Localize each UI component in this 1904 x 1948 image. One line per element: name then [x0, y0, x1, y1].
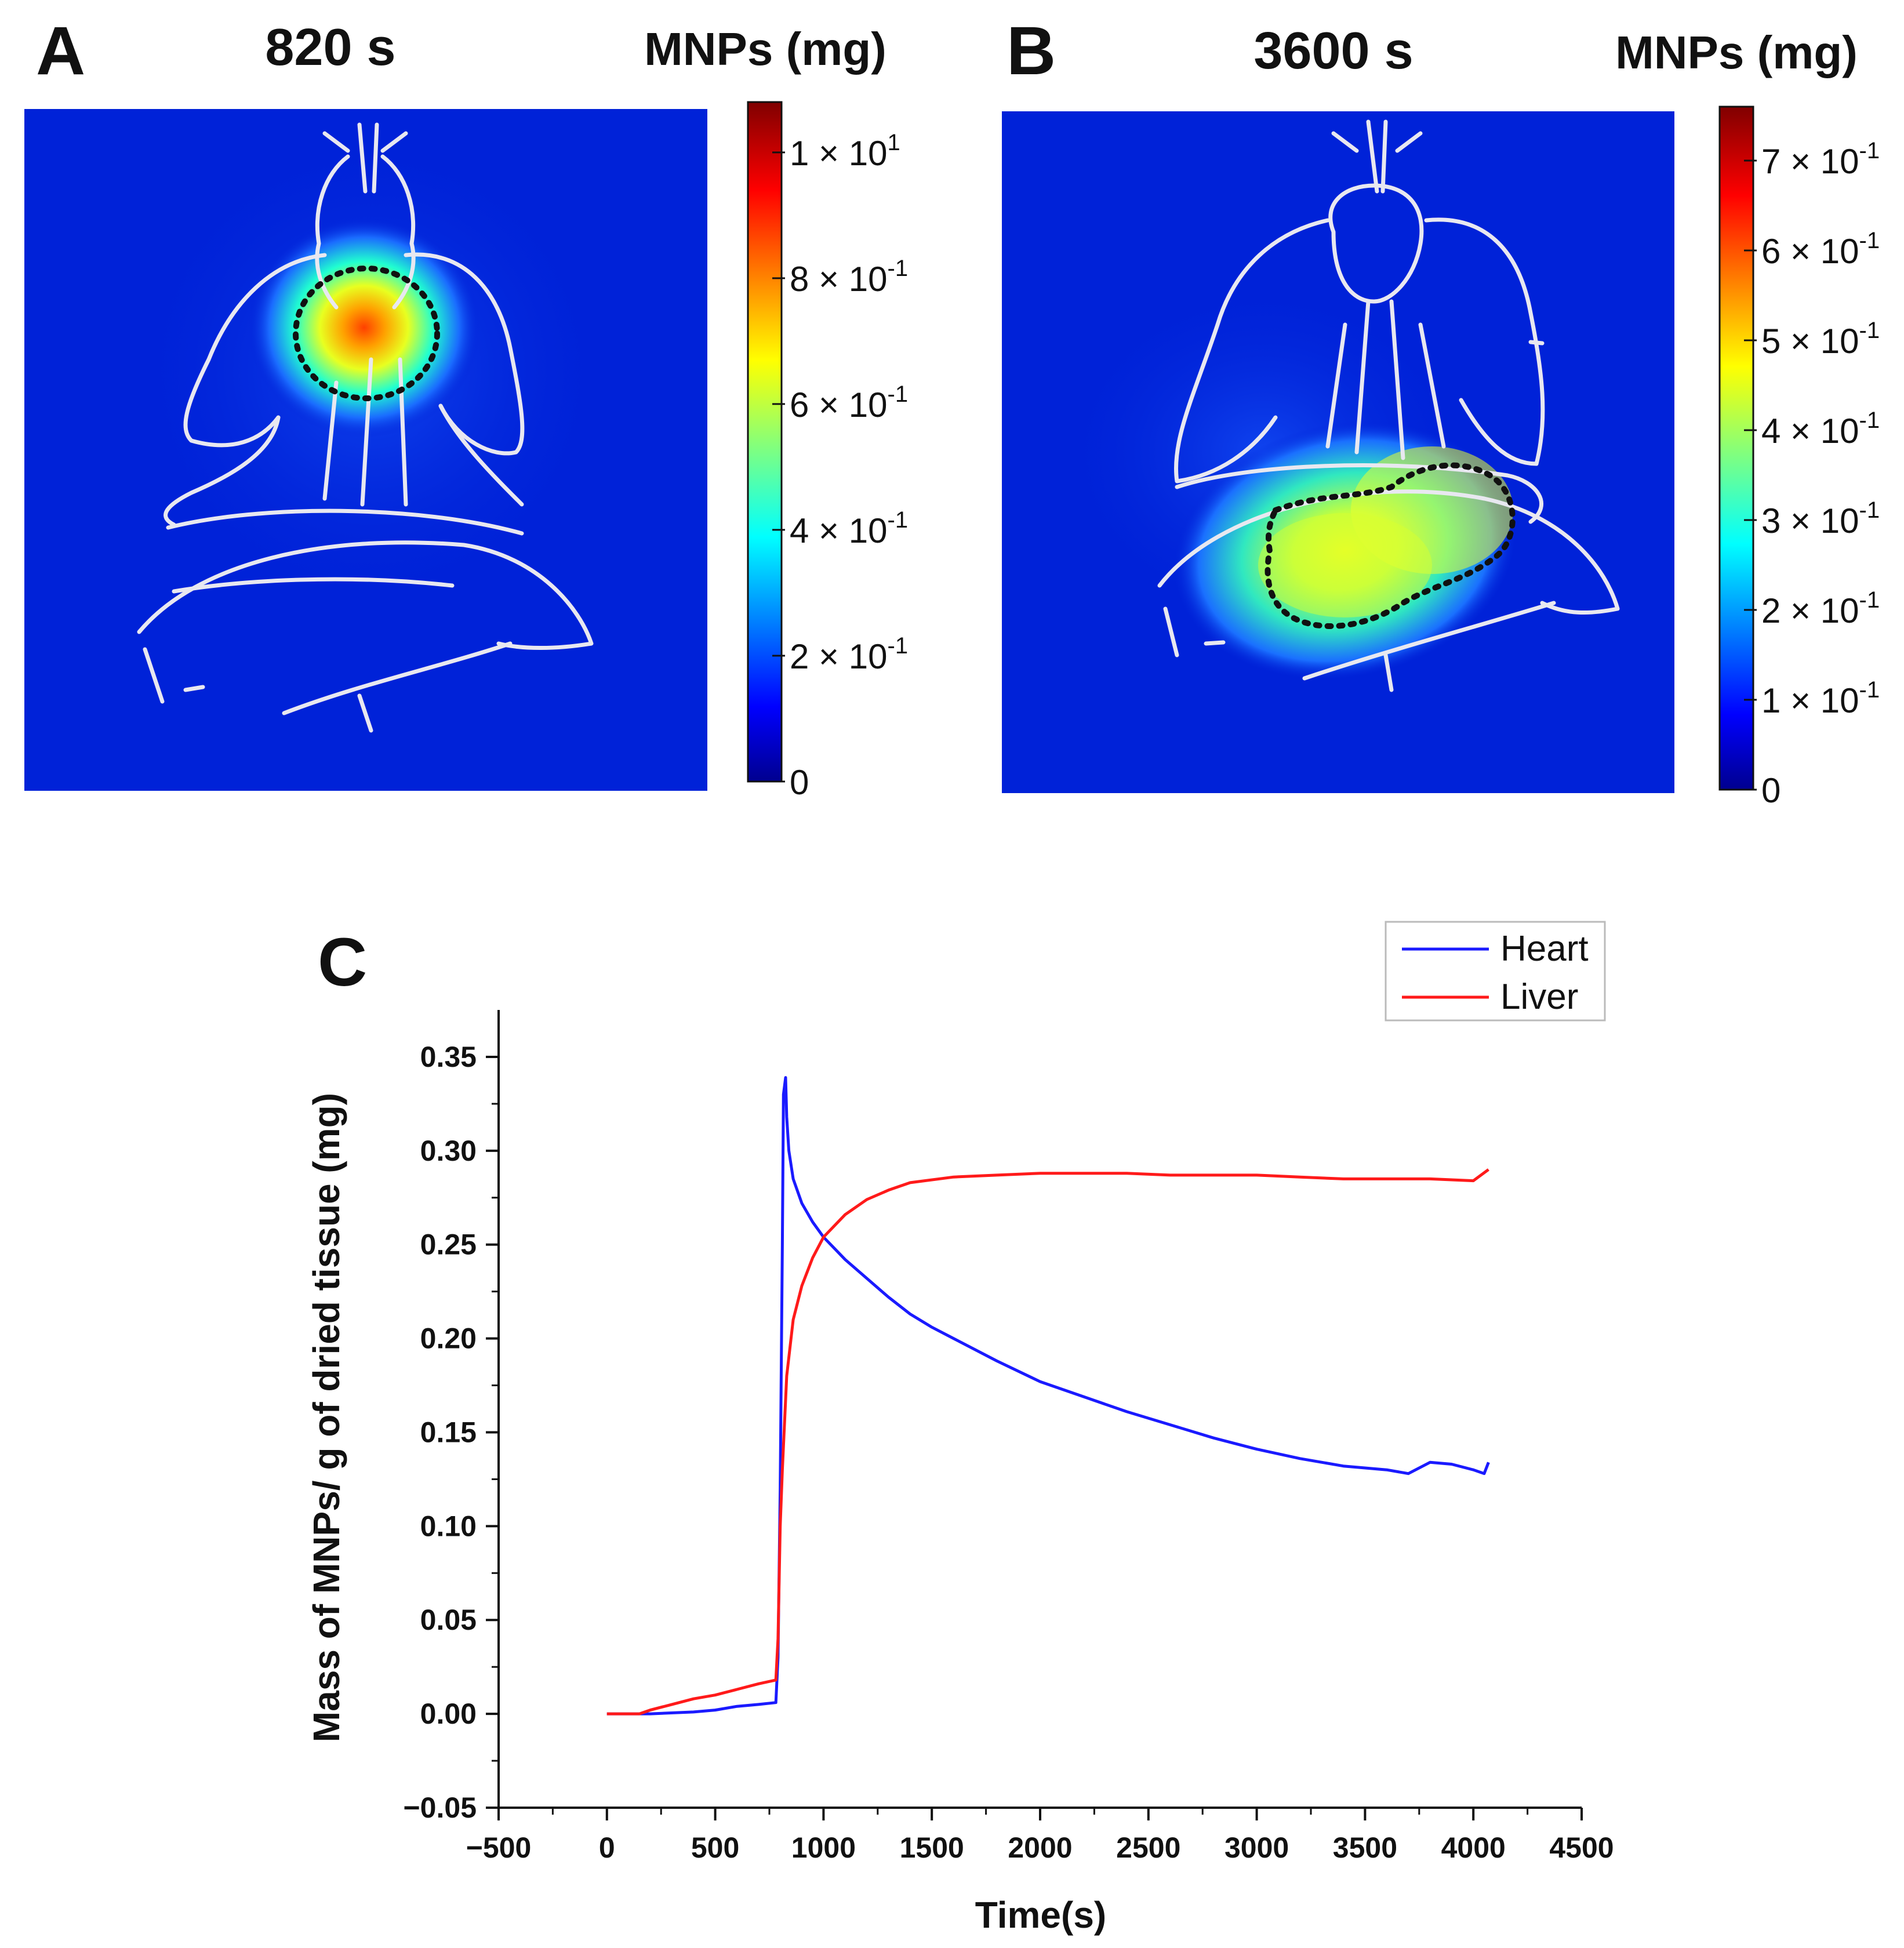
colorbar-tick-label: 6 × 10-1 [1761, 228, 1880, 271]
y-axis-label: Mass of MNPs/ g of dried tissue (mg) [306, 1093, 347, 1742]
panel-b-colorbar-ticks: 7 × 10-1 6 × 10-1 5 × 10-1 4 × 10-1 3 × 10-1… [1744, 138, 1880, 810]
legend-label-heart: Heart [1500, 929, 1589, 969]
x-tick-label: 3000 [1224, 1831, 1289, 1864]
y-tick-label: 0.35 [420, 1041, 477, 1073]
panel-b-heatmap [1002, 111, 1674, 793]
panel-a: A 820 s MNPs (mg) [24, 13, 908, 802]
colorbar-tick-label: 2 × 10-1 [790, 633, 908, 676]
colorbar-tick-label: 5 × 10-1 [1761, 318, 1880, 361]
heart-roi-outline [293, 266, 440, 401]
panel-a-heatmap [24, 109, 707, 791]
chart-axes: −500 0 500 1000 1500 2000 2500 3000 3500 4000 4500… [403, 1010, 1614, 1864]
legend: Heart Liver [1385, 921, 1606, 1022]
liver-roi-outline [1265, 462, 1516, 629]
legend-label-liver: Liver [1500, 977, 1578, 1017]
colorbar-tick-label: 4 × 10-1 [790, 507, 908, 550]
line-chart: −500 0 500 1000 1500 2000 2500 3000 3500 4000 4500… [306, 921, 1614, 1936]
panel-a-time-label: 820 s [265, 19, 395, 77]
x-axis-label: Time(s) [975, 1894, 1106, 1936]
series-line-liver [606, 1168, 1489, 1716]
x-tick-label: 4500 [1549, 1831, 1614, 1864]
y-tick-label: 0.05 [420, 1604, 477, 1636]
colorbar-tick-label: 0 [1761, 771, 1781, 810]
colorbar-tick-label: 8 × 10-1 [790, 256, 908, 299]
colorbar-tick-label: 7 × 10-1 [1761, 138, 1880, 181]
x-tick-label: −500 [466, 1831, 532, 1864]
panel-b-colorbar-title: MNPs (mg) [1615, 27, 1858, 78]
x-tick-label: 1500 [900, 1831, 964, 1864]
y-tick-label: −0.05 [403, 1791, 477, 1824]
panel-letter-a: A [36, 13, 85, 89]
x-tick-label: 4000 [1441, 1831, 1506, 1864]
panel-a-colorbar: 1 × 101 8 × 10-1 6 × 10-1 4 × 10-1 2 × 10-1 0 [747, 101, 908, 802]
x-tick-label: 3500 [1333, 1831, 1397, 1864]
legend-box [1385, 921, 1606, 1022]
panel-a-colorbar-title: MNPs (mg) [644, 23, 886, 75]
panel-c: C −500 0 500 1000 1500 2000 2500 3000 3500 4000 45… [306, 921, 1614, 1936]
colorbar-tick-label: 0 [790, 763, 809, 802]
panel-letter-c: C [318, 924, 367, 1001]
colorbar-tick-label: 2 × 10-1 [1761, 587, 1880, 630]
panel-a-colorbar-ticks: 1 × 101 8 × 10-1 6 × 10-1 4 × 10-1 2 × 10-1 0 [772, 130, 908, 802]
panel-b-time-label: 3600 s [1253, 22, 1413, 80]
x-tick-label: 0 [599, 1831, 615, 1864]
colorbar-tick-label: 4 × 10-1 [1761, 408, 1880, 450]
y-tick-label: 0.20 [420, 1322, 477, 1355]
x-tick-label: 2000 [1008, 1831, 1072, 1864]
panel-letter-b: B [1006, 13, 1056, 89]
colorbar-tick-label: 1 × 10-1 [1761, 677, 1880, 720]
organ-outline [137, 122, 594, 733]
colorbar-tick-label: 3 × 10-1 [1761, 497, 1880, 540]
y-tick-label: 0.00 [420, 1698, 477, 1730]
y-tick-label: 0.15 [420, 1416, 477, 1448]
y-tick-label: 0.25 [420, 1229, 477, 1261]
y-tick-label: 0.30 [420, 1135, 477, 1167]
x-tick-label: 1000 [791, 1831, 856, 1864]
x-tick-label: 500 [691, 1831, 739, 1864]
panel-b-colorbar: 7 × 10-1 6 × 10-1 5 × 10-1 4 × 10-1 3 × 10-1… [1718, 106, 1880, 810]
panel-b: B 3600 s MNPs (mg) 7 × 10 [1002, 13, 1880, 810]
y-tick-label: 0.10 [420, 1510, 477, 1542]
colorbar-tick-label: 1 × 101 [790, 130, 900, 173]
chart-series [606, 1076, 1490, 1716]
colorbar-tick-label: 6 × 10-1 [790, 381, 908, 424]
x-tick-label: 2500 [1116, 1831, 1180, 1864]
